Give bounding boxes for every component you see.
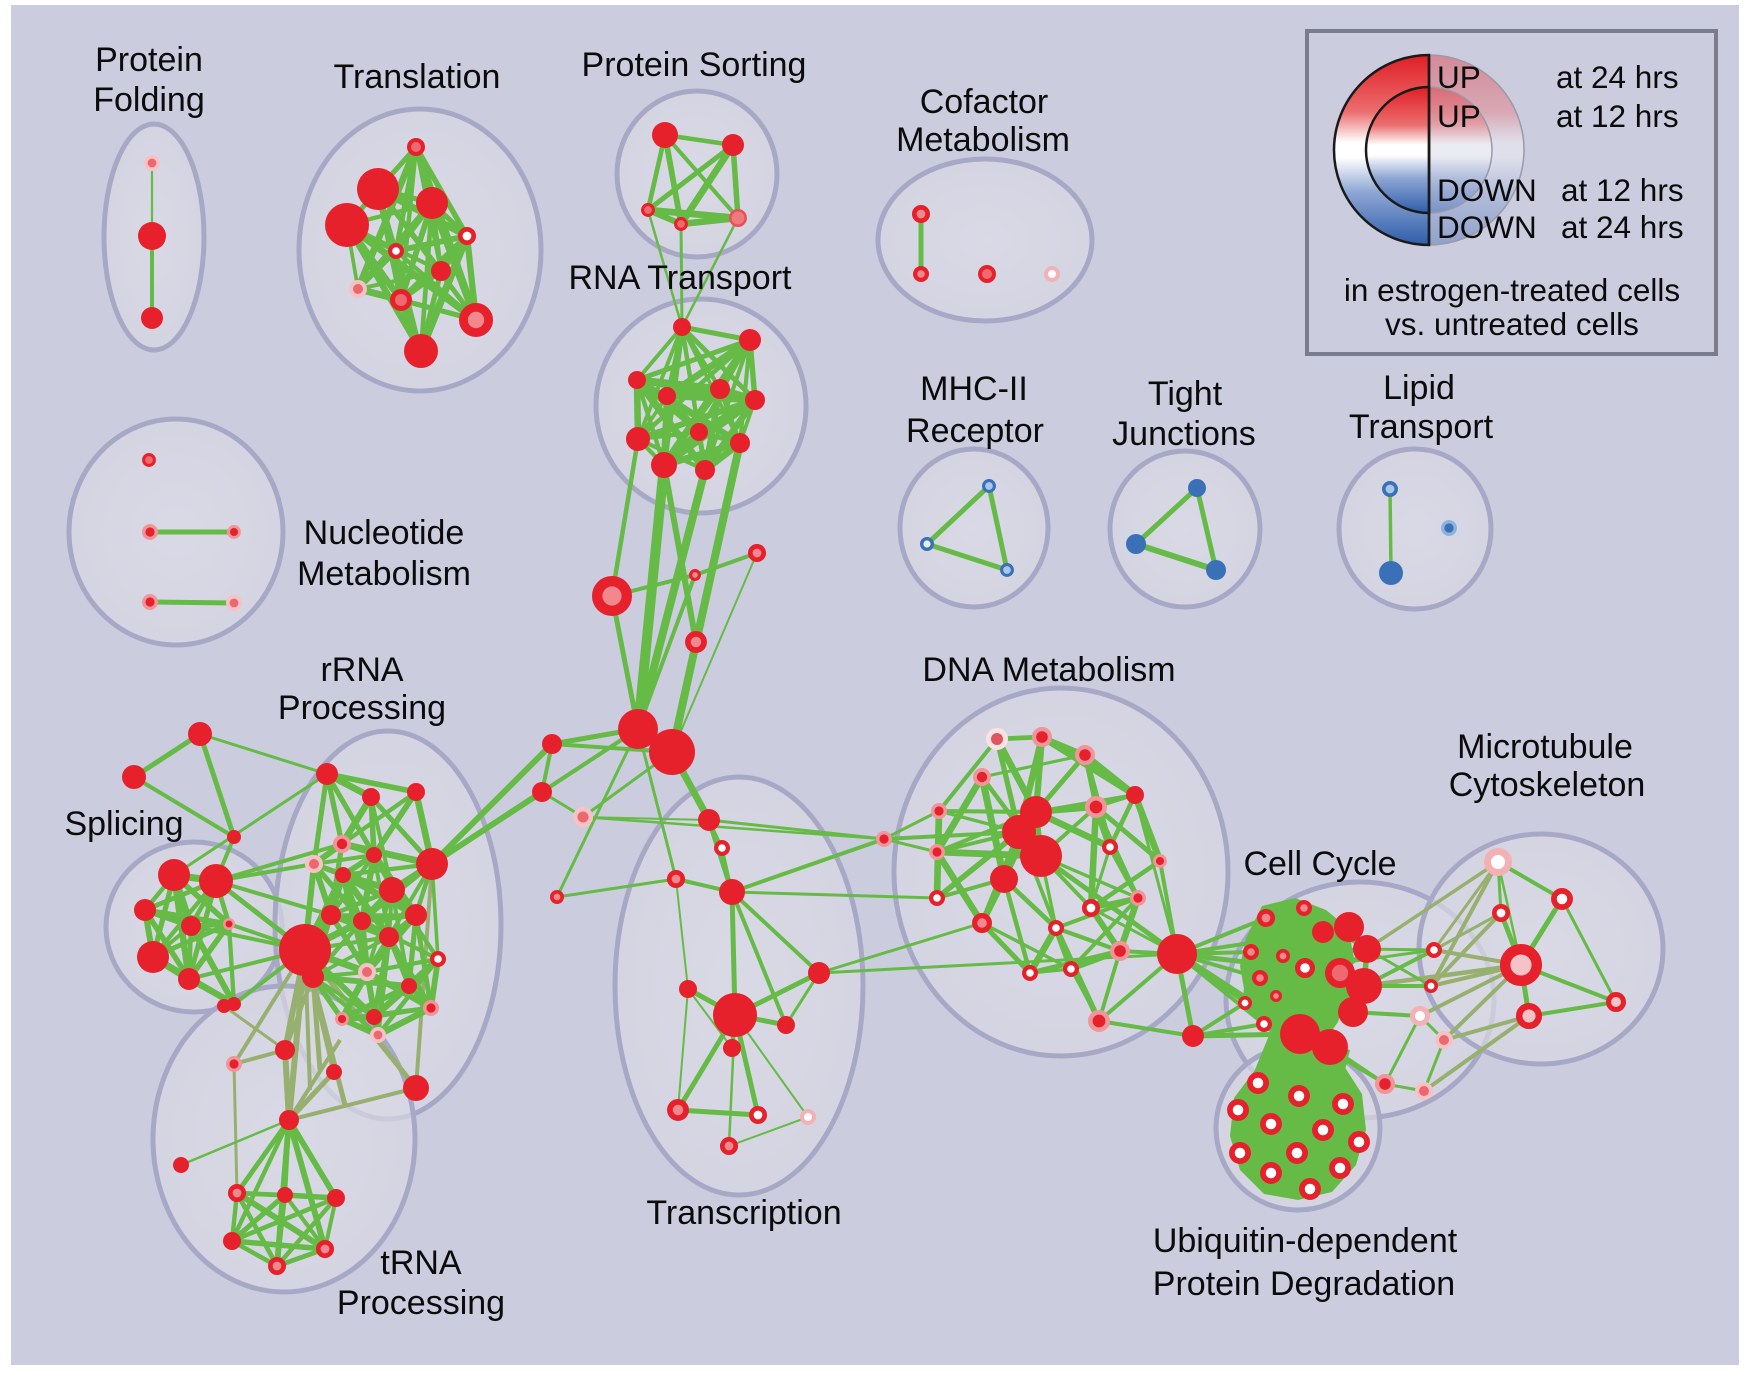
svg-text:rRNA: rRNA [320, 651, 403, 689]
svg-text:RNA Transport: RNA Transport [569, 259, 793, 297]
svg-text:DOWN: DOWN [1437, 172, 1537, 208]
svg-text:Ubiquitin-dependent: Ubiquitin-dependent [1153, 1222, 1458, 1260]
svg-text:Translation: Translation [334, 58, 501, 96]
svg-text:Protein Degradation: Protein Degradation [1153, 1265, 1455, 1303]
svg-text:Transcription: Transcription [646, 1194, 841, 1232]
svg-text:Tight: Tight [1148, 375, 1223, 413]
svg-text:Lipid: Lipid [1383, 369, 1455, 407]
svg-text:Transport: Transport [1349, 408, 1494, 446]
svg-text:at 12 hrs: at 12 hrs [1561, 172, 1684, 208]
svg-text:Protein Sorting: Protein Sorting [582, 46, 807, 84]
svg-text:DOWN: DOWN [1437, 209, 1537, 245]
svg-text:Cell Cycle: Cell Cycle [1243, 845, 1396, 883]
svg-text:DNA Metabolism: DNA Metabolism [922, 651, 1175, 689]
svg-text:in estrogen-treated cells: in estrogen-treated cells [1344, 272, 1680, 308]
svg-text:Metabolism: Metabolism [896, 121, 1070, 159]
svg-text:Microtubule: Microtubule [1457, 728, 1633, 766]
svg-text:Metabolism: Metabolism [297, 555, 471, 593]
svg-text:Splicing: Splicing [64, 805, 183, 843]
svg-text:Junctions: Junctions [1112, 415, 1256, 453]
svg-text:at 12 hrs: at 12 hrs [1556, 98, 1679, 134]
svg-text:Processing: Processing [278, 689, 446, 727]
svg-text:Folding: Folding [93, 81, 205, 119]
svg-text:Cofactor: Cofactor [920, 83, 1049, 121]
svg-text:MHC-II: MHC-II [920, 370, 1028, 408]
svg-text:Cytoskeleton: Cytoskeleton [1449, 766, 1646, 804]
svg-text:UP: UP [1437, 59, 1481, 95]
svg-text:UP: UP [1437, 98, 1481, 134]
svg-text:at 24 hrs: at 24 hrs [1561, 209, 1684, 245]
svg-text:at 24 hrs: at 24 hrs [1556, 59, 1679, 95]
svg-text:Receptor: Receptor [906, 412, 1044, 450]
svg-text:Protein: Protein [95, 41, 203, 79]
svg-text:Nucleotide: Nucleotide [304, 514, 465, 552]
svg-text:tRNA: tRNA [380, 1244, 462, 1282]
svg-text:vs. untreated cells: vs. untreated cells [1385, 306, 1639, 342]
svg-text:Processing: Processing [337, 1284, 505, 1322]
